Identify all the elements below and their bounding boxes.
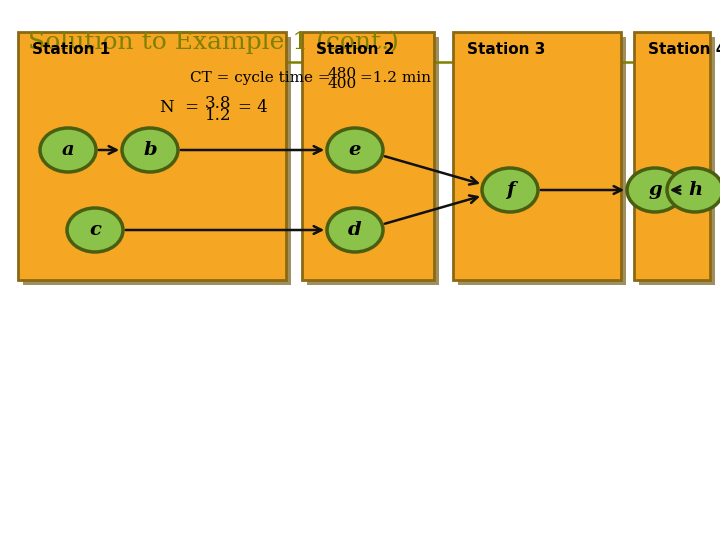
Text: Station 2: Station 2 bbox=[316, 43, 395, 57]
Ellipse shape bbox=[667, 168, 720, 212]
FancyBboxPatch shape bbox=[302, 32, 434, 280]
Text: N  =: N = bbox=[160, 99, 204, 117]
Text: =1.2 min: =1.2 min bbox=[360, 71, 431, 85]
Ellipse shape bbox=[67, 208, 123, 252]
FancyBboxPatch shape bbox=[18, 32, 286, 280]
Text: = 4: = 4 bbox=[238, 99, 268, 117]
Text: g: g bbox=[648, 181, 662, 199]
Ellipse shape bbox=[627, 168, 683, 212]
FancyBboxPatch shape bbox=[639, 37, 715, 285]
Ellipse shape bbox=[482, 168, 538, 212]
Text: d: d bbox=[348, 221, 362, 239]
Ellipse shape bbox=[40, 128, 96, 172]
Text: Station 3: Station 3 bbox=[467, 43, 545, 57]
Text: b: b bbox=[143, 141, 157, 159]
FancyBboxPatch shape bbox=[307, 37, 439, 285]
Text: Solution to Example 1 (cont.): Solution to Example 1 (cont.) bbox=[28, 30, 399, 53]
Text: f: f bbox=[506, 181, 514, 199]
Text: Station 4: Station 4 bbox=[648, 43, 720, 57]
Text: CT = cycle time =: CT = cycle time = bbox=[190, 71, 336, 85]
Ellipse shape bbox=[327, 208, 383, 252]
FancyBboxPatch shape bbox=[458, 37, 626, 285]
Text: 1.2: 1.2 bbox=[204, 106, 231, 124]
Text: Station 1: Station 1 bbox=[32, 43, 110, 57]
Ellipse shape bbox=[122, 128, 178, 172]
Text: 400: 400 bbox=[328, 77, 356, 91]
Text: c: c bbox=[89, 221, 101, 239]
Text: 480: 480 bbox=[328, 67, 356, 81]
FancyBboxPatch shape bbox=[23, 37, 291, 285]
FancyBboxPatch shape bbox=[634, 32, 710, 280]
Text: e: e bbox=[348, 141, 361, 159]
FancyBboxPatch shape bbox=[453, 32, 621, 280]
Text: 3.8: 3.8 bbox=[204, 96, 231, 112]
Ellipse shape bbox=[327, 128, 383, 172]
Text: h: h bbox=[688, 181, 702, 199]
Text: a: a bbox=[62, 141, 74, 159]
